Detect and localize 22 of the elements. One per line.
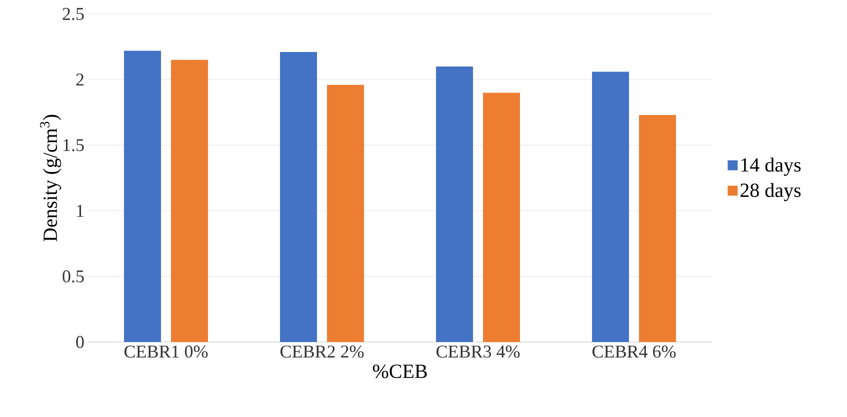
bar	[124, 50, 161, 342]
legend-label: 14 days	[741, 158, 801, 176]
bar	[280, 52, 318, 342]
x-tick-label: CEBR4 6%	[592, 346, 676, 358]
x-axis-title: %CEB	[372, 364, 427, 378]
bar	[327, 84, 364, 342]
bar	[639, 115, 676, 342]
y-tick-label: 1	[77, 204, 84, 217]
x-tick-label: CEBR2 2%	[280, 346, 364, 358]
x-tick-label: CEBR1 0%	[124, 346, 208, 358]
y-tick-label: 0.5	[62, 270, 84, 283]
legend-label: 28 days	[740, 182, 801, 202]
y-tick-label: 2.5	[62, 8, 84, 20]
y-tick-label: 1.5	[64, 139, 84, 152]
bar	[483, 92, 520, 342]
y-tick-label: 2	[76, 74, 84, 86]
y-tick-label: 0	[76, 336, 84, 348]
bar	[436, 66, 474, 342]
bar	[592, 72, 630, 342]
y-axis-title: Density (g/cm$^{3}$)	[40, 114, 62, 242]
bar	[171, 60, 208, 342]
x-tick-label: CEBR3 4%	[436, 346, 520, 358]
